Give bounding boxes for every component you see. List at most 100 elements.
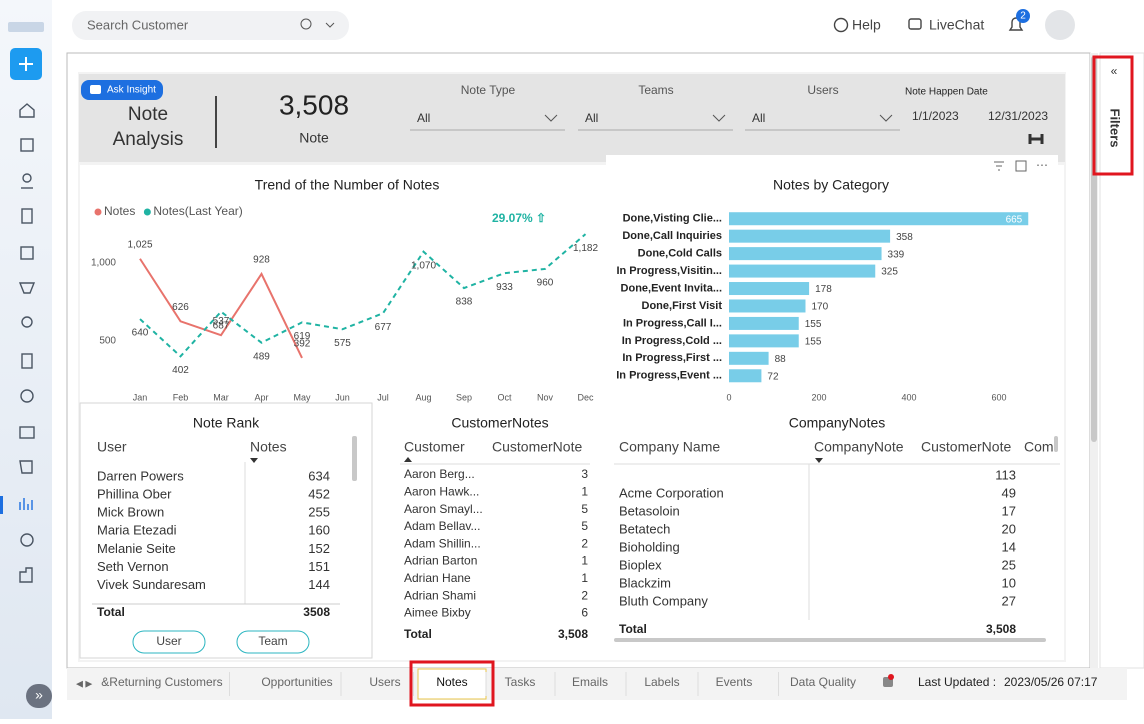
button-label: Team [258, 634, 287, 648]
tab[interactable]: Users [369, 675, 400, 689]
data-label: 640 [132, 328, 149, 339]
data-label: 537 [213, 316, 230, 327]
search-placeholder: Search Customer [87, 17, 189, 32]
cell: Bioplex [619, 557, 662, 572]
legend-dot [94, 208, 102, 216]
ask-insight-button[interactable] [81, 80, 163, 100]
filter-caret[interactable] [712, 114, 726, 122]
livechat-icon[interactable] [908, 18, 922, 30]
cell: Maria Etezadi [97, 523, 177, 538]
search-box[interactable] [72, 11, 349, 40]
help-icon[interactable] [833, 17, 849, 33]
x-tick-label: Apr [254, 392, 268, 402]
table-title: CompanyNotes [789, 415, 886, 431]
cell: 5 [581, 502, 588, 516]
cell: 20 [1002, 521, 1016, 536]
data-label: 339 [888, 249, 905, 260]
cell: Blackzim [619, 575, 671, 590]
total-value: 3,508 [558, 627, 588, 641]
data-label: 933 [496, 282, 513, 293]
y-tick-label: 500 [99, 336, 116, 347]
table-scroll[interactable] [1054, 436, 1058, 452]
note-rank-panel [79, 402, 373, 659]
filters-pane[interactable] [1099, 52, 1144, 669]
expand-button[interactable] [26, 684, 52, 708]
category-label: Done,Call Inquiries [622, 230, 722, 242]
column-header[interactable]: Company Name [619, 439, 720, 455]
filter-label: Users [807, 83, 838, 97]
cell: Vivek Sundaresam [97, 577, 206, 592]
x-tick-label: Oct [497, 392, 512, 402]
button-label: User [156, 634, 181, 648]
column-header[interactable]: User [97, 439, 127, 455]
cell: 1 [581, 571, 588, 585]
filter-icon[interactable] [994, 161, 1004, 171]
tab[interactable]: Data Quality [790, 675, 856, 689]
hscroll[interactable] [614, 638, 1046, 642]
data-label: 687 [213, 320, 230, 331]
help-link[interactable]: Help [852, 17, 881, 33]
date-end[interactable]: 12/31/2023 [988, 109, 1048, 123]
column-header[interactable]: Notes [250, 439, 287, 455]
livechat-link[interactable]: LiveChat [929, 17, 984, 33]
cell: Betatech [619, 521, 670, 536]
filter-caret[interactable] [544, 114, 558, 122]
badge-count: 2 [1020, 11, 1026, 22]
data-label: 665 [1006, 214, 1023, 225]
table-title: CustomerNotes [451, 415, 548, 431]
collapse-icon[interactable]: « [1111, 64, 1118, 78]
data-label: 960 [537, 278, 554, 289]
search-caret [325, 22, 335, 28]
filter-value[interactable]: All [585, 111, 598, 125]
column-header[interactable]: CompanyNote [814, 439, 904, 455]
column-header[interactable]: Customer [404, 439, 465, 455]
total-label: Total [619, 622, 647, 636]
data-label: 155 [805, 319, 822, 330]
cell: Phillina Ober [97, 487, 172, 502]
total-value: 3,508 [986, 622, 1016, 636]
column-header[interactable]: CustomerNote [921, 439, 1011, 455]
column-header[interactable]: Com [1024, 439, 1054, 455]
tab[interactable]: Events [716, 675, 753, 689]
toggle-button[interactable] [236, 630, 310, 654]
cell: 634 [308, 468, 330, 483]
date-slider[interactable] [1028, 134, 1044, 144]
focus-icon[interactable] [1015, 160, 1027, 172]
cell: Adam Bellav... [404, 519, 480, 533]
y-tick-label: 1,000 [91, 257, 116, 268]
cell: Adrian Barton [404, 554, 477, 568]
cell: 1 [581, 484, 588, 498]
category-label: In Progress,First ... [622, 352, 722, 364]
cell: 6 [581, 606, 588, 620]
tab[interactable]: Notes [436, 675, 467, 689]
filter-value[interactable]: All [752, 111, 765, 125]
filter-label: Note Type [461, 83, 516, 97]
filter-caret[interactable] [879, 114, 893, 122]
sort-arrow [250, 458, 258, 463]
tab[interactable]: Emails [572, 675, 608, 689]
avatar[interactable] [1045, 10, 1075, 40]
table-scroll[interactable] [352, 436, 357, 481]
sidebar-icons[interactable] [18, 103, 36, 583]
tab[interactable]: &Returning Customers [101, 675, 222, 689]
tab[interactable]: Tasks [505, 675, 536, 689]
x-tick-label: Sep [456, 392, 472, 402]
visual-header [606, 155, 1058, 175]
toggle-button[interactable] [132, 630, 206, 654]
bar [729, 247, 882, 261]
cell: Betasoloin [619, 503, 680, 518]
more-icon[interactable]: ⋯ [1036, 158, 1048, 172]
category-label: In Progress,Call I... [623, 317, 722, 329]
column-header[interactable]: CustomerNote [492, 439, 582, 455]
date-start[interactable]: 1/1/2023 [912, 109, 959, 123]
tab[interactable]: Labels [644, 675, 679, 689]
cell: 14 [1002, 539, 1016, 554]
tab-scroll-left[interactable]: ◀ ▶ [76, 678, 92, 688]
active-indicator [0, 496, 3, 514]
filter-value[interactable]: All [417, 111, 430, 125]
filters-label: Filters [1108, 108, 1123, 147]
category-label: Done,Cold Calls [638, 248, 722, 260]
category-label: In Progress,Visitin... [616, 265, 722, 277]
tab[interactable]: Opportunities [261, 675, 332, 689]
